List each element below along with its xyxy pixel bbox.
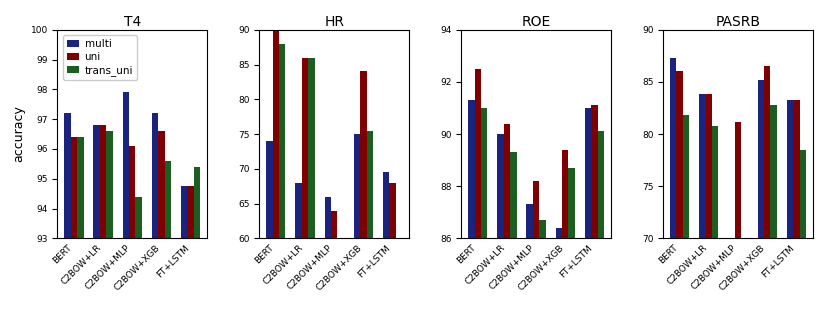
Bar	[504, 123, 510, 331]
Bar	[396, 238, 402, 331]
Bar	[705, 94, 712, 331]
Bar	[741, 254, 748, 331]
Bar	[793, 100, 800, 331]
Bar	[677, 71, 683, 331]
Bar	[526, 205, 533, 331]
Bar	[728, 259, 735, 331]
Bar	[556, 228, 562, 331]
Bar	[71, 137, 77, 331]
Bar	[337, 249, 344, 331]
Title: PASRB: PASRB	[716, 15, 760, 28]
Bar	[94, 125, 100, 331]
Bar	[712, 126, 718, 331]
Bar	[152, 113, 158, 331]
Bar	[699, 94, 705, 331]
Bar	[683, 115, 690, 331]
Title: T4: T4	[124, 15, 141, 28]
Bar	[510, 152, 516, 331]
Bar	[106, 131, 112, 331]
Bar	[770, 105, 777, 331]
Bar	[735, 121, 741, 331]
Legend: multi, uni, trans_uni: multi, uni, trans_uni	[62, 35, 137, 80]
Bar	[764, 66, 770, 331]
Bar	[296, 183, 302, 331]
Bar	[498, 134, 504, 331]
Bar	[122, 92, 129, 331]
Bar	[568, 168, 575, 331]
Bar	[670, 58, 677, 331]
Bar	[383, 172, 389, 331]
Bar	[324, 197, 331, 331]
Bar	[302, 58, 308, 331]
Bar	[308, 58, 314, 331]
Bar	[165, 161, 171, 331]
Bar	[266, 141, 273, 331]
Title: HR: HR	[324, 15, 344, 28]
Bar	[591, 105, 598, 331]
Bar	[585, 108, 591, 331]
Bar	[100, 125, 106, 331]
Bar	[135, 197, 142, 331]
Bar	[331, 211, 337, 331]
Bar	[187, 186, 194, 331]
Title: ROE: ROE	[521, 15, 551, 28]
Bar	[758, 80, 764, 331]
Bar	[360, 71, 366, 331]
Bar	[389, 183, 396, 331]
Bar	[533, 181, 539, 331]
Bar	[64, 113, 71, 331]
Bar	[77, 137, 84, 331]
Bar	[468, 100, 475, 331]
Bar	[539, 220, 546, 331]
Bar	[475, 69, 481, 331]
Bar	[598, 131, 604, 331]
Bar	[562, 150, 568, 331]
Bar	[158, 131, 165, 331]
Bar	[129, 146, 135, 331]
Bar	[354, 134, 360, 331]
Bar	[366, 130, 373, 331]
Bar	[273, 30, 279, 331]
Bar	[787, 100, 793, 331]
Bar	[181, 186, 187, 331]
Y-axis label: accuracy: accuracy	[12, 106, 25, 163]
Bar	[800, 150, 806, 331]
Bar	[194, 167, 200, 331]
Bar	[481, 108, 488, 331]
Bar	[279, 44, 286, 331]
